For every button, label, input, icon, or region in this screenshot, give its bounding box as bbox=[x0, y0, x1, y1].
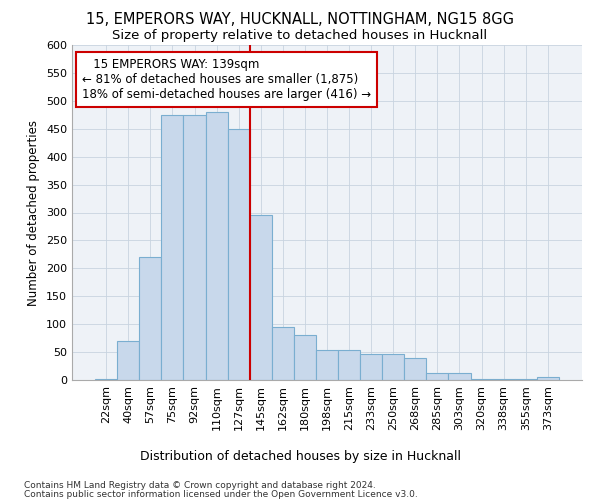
Bar bbox=[184, 115, 206, 380]
Y-axis label: Number of detached properties: Number of detached properties bbox=[28, 120, 40, 306]
Bar bbox=[117, 341, 139, 380]
Bar bbox=[493, 379, 515, 380]
Bar bbox=[338, 350, 360, 380]
Bar bbox=[139, 257, 161, 380]
Bar bbox=[360, 354, 382, 380]
Bar bbox=[382, 354, 404, 380]
Bar bbox=[515, 379, 537, 380]
Bar bbox=[448, 374, 470, 380]
Bar bbox=[227, 128, 250, 380]
Text: Distribution of detached houses by size in Hucknall: Distribution of detached houses by size … bbox=[139, 450, 461, 463]
Text: 15 EMPERORS WAY: 139sqm
← 81% of detached houses are smaller (1,875)
18% of semi: 15 EMPERORS WAY: 139sqm ← 81% of detache… bbox=[82, 58, 371, 102]
Bar bbox=[316, 350, 338, 380]
Bar bbox=[206, 112, 227, 380]
Text: Contains HM Land Registry data © Crown copyright and database right 2024.: Contains HM Land Registry data © Crown c… bbox=[24, 481, 376, 490]
Bar bbox=[161, 115, 184, 380]
Bar bbox=[537, 377, 559, 380]
Bar bbox=[470, 379, 493, 380]
Bar bbox=[404, 358, 427, 380]
Text: 15, EMPERORS WAY, HUCKNALL, NOTTINGHAM, NG15 8GG: 15, EMPERORS WAY, HUCKNALL, NOTTINGHAM, … bbox=[86, 12, 514, 28]
Bar bbox=[250, 216, 272, 380]
Text: Contains public sector information licensed under the Open Government Licence v3: Contains public sector information licen… bbox=[24, 490, 418, 499]
Text: Size of property relative to detached houses in Hucknall: Size of property relative to detached ho… bbox=[112, 29, 488, 42]
Bar bbox=[294, 336, 316, 380]
Bar bbox=[427, 374, 448, 380]
Bar bbox=[272, 327, 294, 380]
Bar bbox=[95, 379, 117, 380]
